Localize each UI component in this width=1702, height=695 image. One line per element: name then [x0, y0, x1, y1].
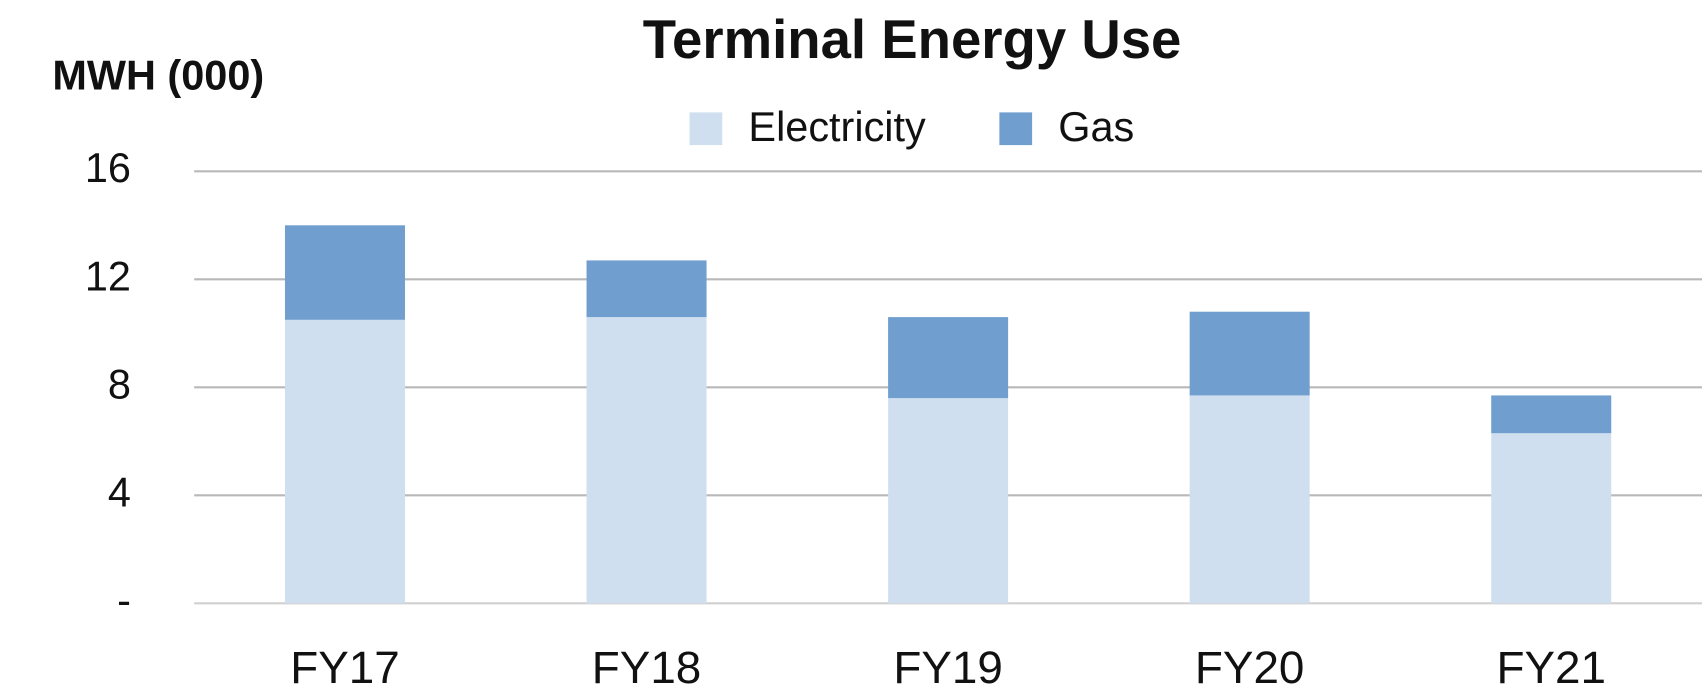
- x-tick-label: FY18: [592, 642, 701, 693]
- y-tick-label: 16: [85, 144, 131, 191]
- bar-segment: [1189, 395, 1310, 604]
- y-tick-label: 12: [85, 252, 131, 299]
- y-tick-label: 8: [108, 360, 131, 407]
- bar-segment: [1491, 395, 1612, 434]
- bar-segment: [284, 319, 405, 604]
- legend-swatch: [689, 112, 723, 146]
- chart-title: Terminal Energy Use: [643, 9, 1182, 70]
- x-tick-label: FY17: [290, 642, 400, 693]
- x-tick-label: FY19: [893, 642, 1003, 693]
- legend-label: Gas: [1058, 103, 1134, 150]
- y-tick-label: 4: [108, 468, 131, 515]
- bar-segment: [1189, 311, 1310, 396]
- x-tick-label: FY21: [1496, 642, 1606, 693]
- legend-swatch: [999, 112, 1033, 146]
- legend-label: Electricity: [748, 103, 926, 150]
- bar-segment: [888, 398, 1009, 604]
- x-tick-label: FY20: [1195, 642, 1305, 693]
- bar-segment: [586, 260, 707, 318]
- bar-segment: [284, 225, 405, 320]
- y-tick-label: -: [117, 576, 131, 623]
- bar-segment: [586, 317, 707, 604]
- bar-segment: [1491, 433, 1612, 604]
- y-axis-label: MWH (000): [52, 52, 264, 99]
- bar-segment: [888, 317, 1009, 399]
